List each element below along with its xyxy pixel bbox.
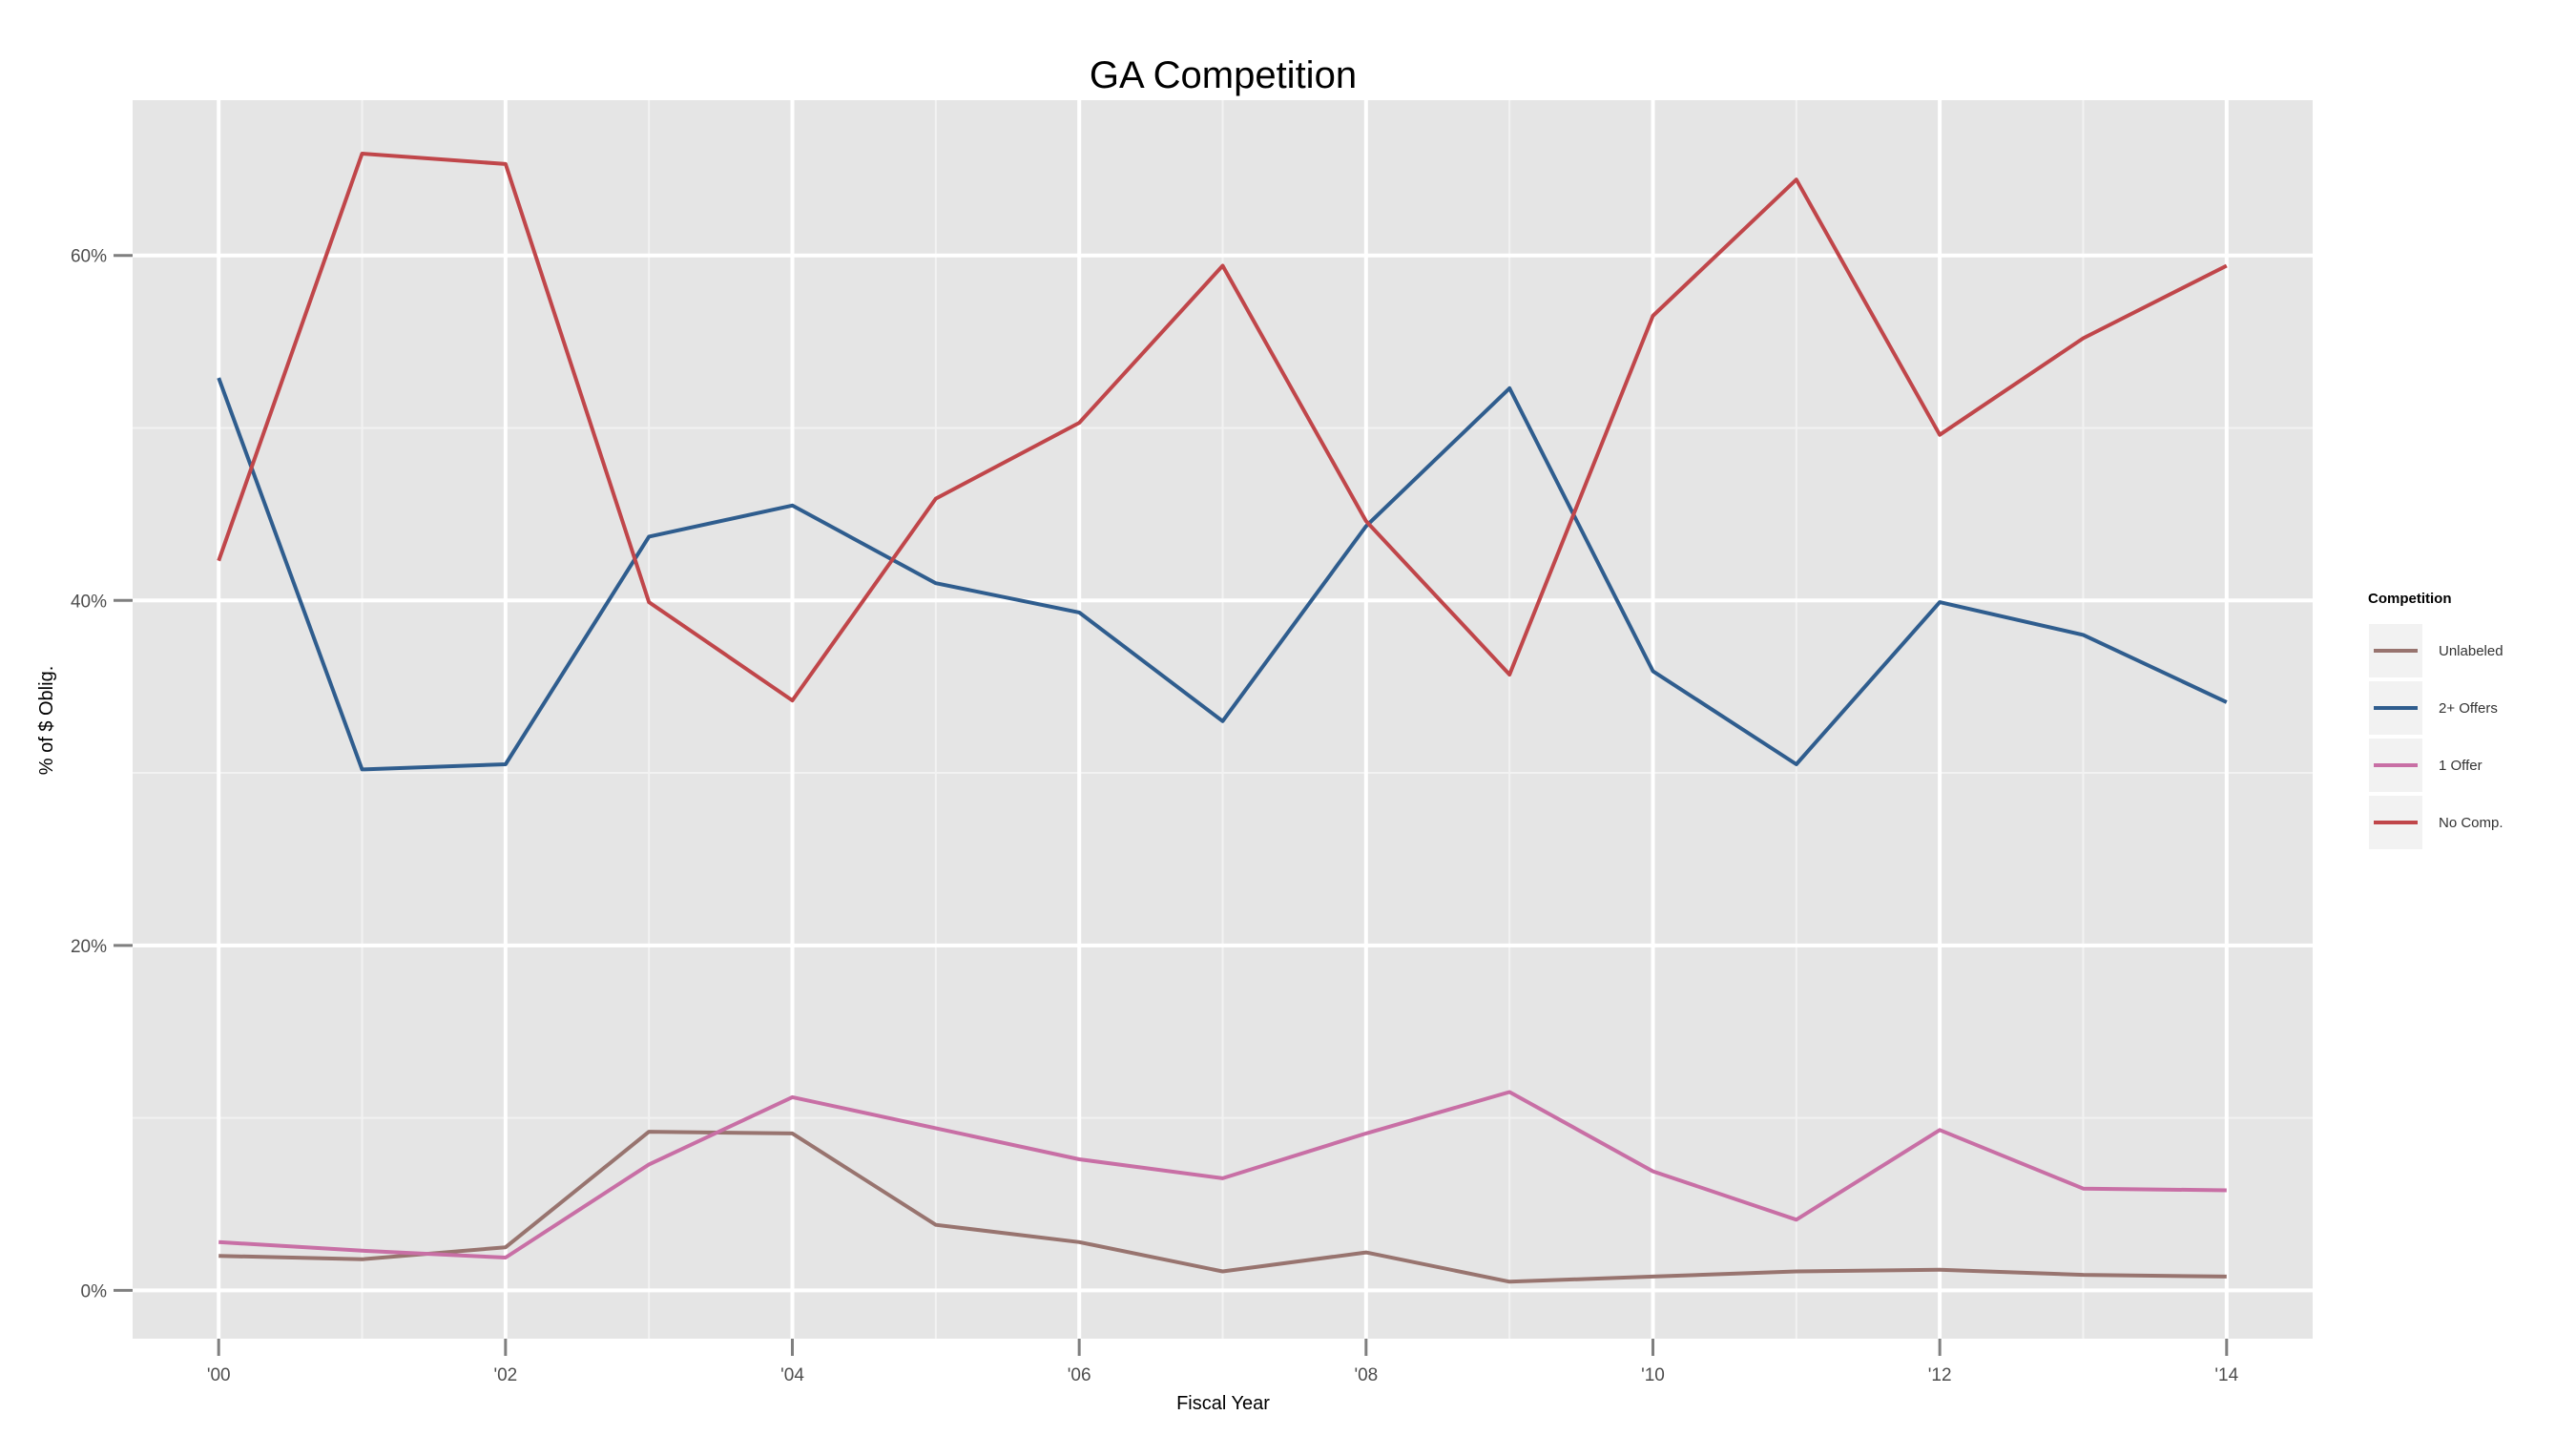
x-tick-label: '06: [1068, 1365, 1091, 1385]
x-tick-label: '00: [207, 1365, 231, 1385]
chart-title: GA Competition: [1090, 54, 1357, 96]
y-tick-label: 20%: [71, 937, 107, 957]
x-tick-label: '12: [1928, 1365, 1952, 1385]
x-axis: '00 '02 '04 '06 '08 '10 '12 '14: [207, 1339, 2239, 1385]
y-tick-label: 0%: [81, 1281, 108, 1301]
series-line-unlabeled: [218, 1130, 2227, 1284]
y-tick-label: 60%: [71, 247, 107, 267]
legend-label: 2+ Offers: [2439, 700, 2498, 717]
series-line-no-comp: [217, 152, 2228, 703]
legend-item-unlabeled: Unlabeled: [2369, 624, 2503, 677]
x-tick-label: '08: [1354, 1365, 1378, 1385]
x-axis-title: Fiscal Year: [1176, 1393, 1270, 1414]
legend-item-2-offers: 2+ Offers: [2369, 681, 2498, 735]
legend-label: 1 Offer: [2439, 758, 2483, 774]
series-line-1-offer: [218, 1090, 2227, 1259]
y-axis-title: % of $ Oblig.: [36, 666, 57, 776]
minor-gridlines: [133, 100, 2313, 1339]
y-axis: 0% 20% 40% 60%: [71, 247, 133, 1301]
x-tick-label: '14: [2214, 1365, 2238, 1385]
legend-items: Unlabeled 2+ Offers 1 Offer No Comp.: [2369, 624, 2503, 849]
legend-item-1-offer: 1 Offer: [2369, 739, 2483, 792]
legend: Competition Unlabeled 2+ Offers 1 Offer No …: [2368, 591, 2503, 849]
x-tick-label: '10: [1641, 1365, 1665, 1385]
y-tick-label: 40%: [71, 592, 107, 612]
series-line-2-offers: [217, 377, 2228, 772]
x-tick-label: '04: [780, 1365, 804, 1385]
series-lines: [217, 152, 2228, 1284]
legend-label: Unlabeled: [2439, 643, 2503, 659]
legend-label: No Comp.: [2439, 815, 2503, 831]
x-tick-label: '02: [493, 1365, 517, 1385]
legend-title: Competition: [2368, 591, 2452, 607]
legend-item-no-comp: No Comp.: [2369, 796, 2503, 849]
